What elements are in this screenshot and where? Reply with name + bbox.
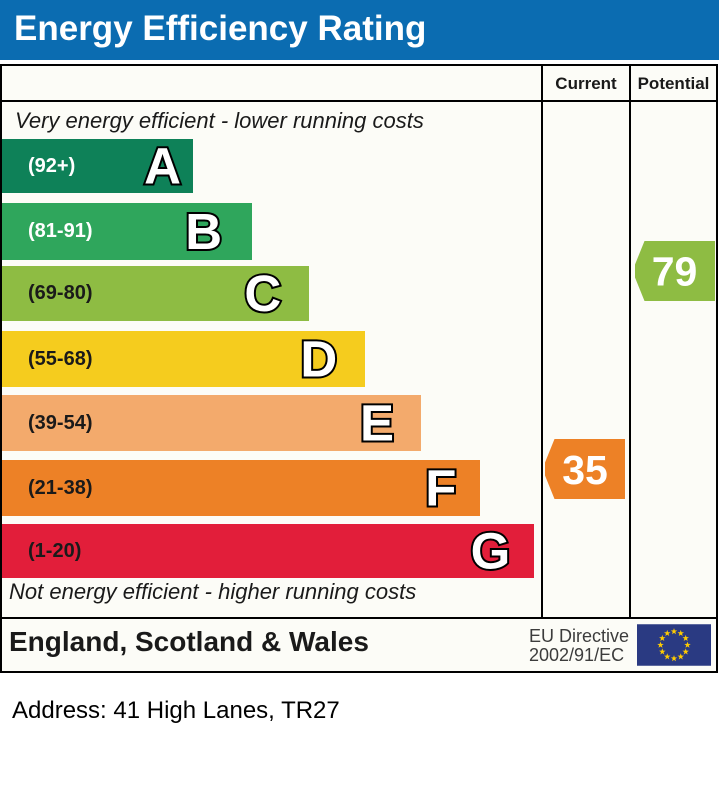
svg-text:A: A [144, 138, 181, 195]
svg-text:79: 79 [652, 248, 698, 294]
svg-text:35: 35 [562, 447, 608, 493]
svg-text:G: G [471, 523, 511, 580]
svg-text:C: C [244, 265, 281, 322]
svg-text:E: E [360, 395, 394, 452]
svg-text:D: D [300, 331, 337, 388]
svg-text:B: B [185, 203, 222, 260]
svg-text:F: F [425, 460, 456, 517]
